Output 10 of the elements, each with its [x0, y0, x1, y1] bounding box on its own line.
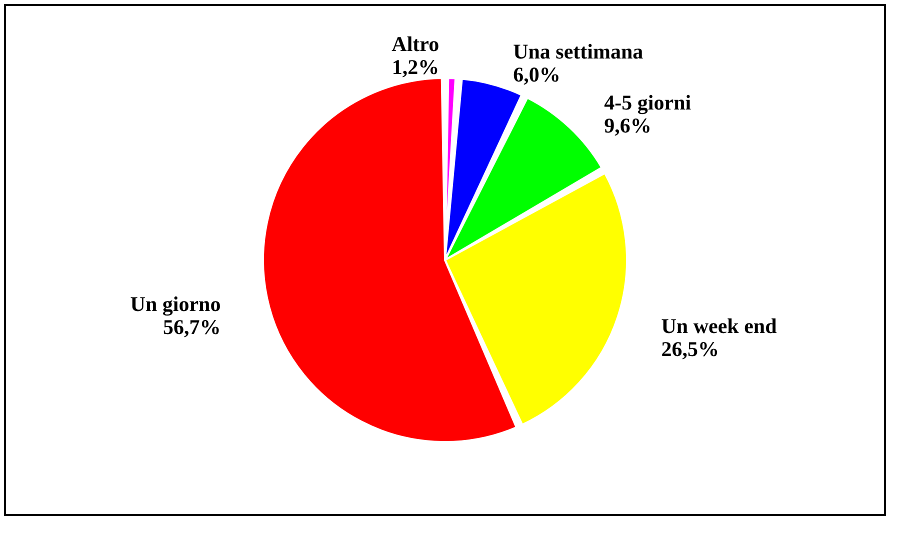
- slice-label: Un giorno: [130, 292, 221, 316]
- slice-label: 4-5 giorni: [604, 90, 692, 114]
- data-label: 26,5%: [661, 337, 720, 362]
- slice-label: Altro: [392, 32, 440, 56]
- data-label: 56,7%: [162, 314, 221, 339]
- slice-label: Una settimana: [513, 39, 644, 64]
- data-label: 6,0%: [513, 62, 560, 86]
- slice-label: Un week end: [661, 314, 778, 338]
- data-label: 9,6%: [604, 113, 652, 138]
- data-label: 1,2%: [392, 55, 440, 80]
